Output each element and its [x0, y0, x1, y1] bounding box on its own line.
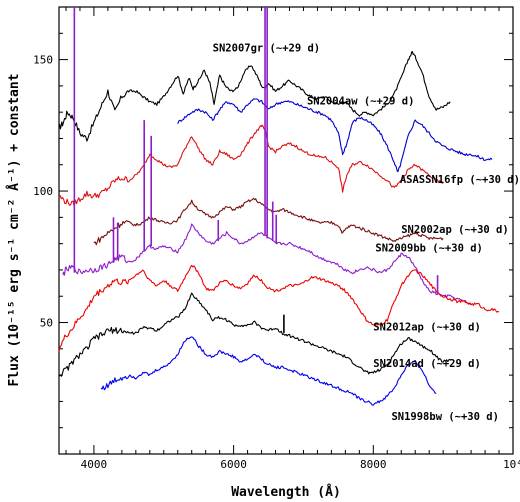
series-curve	[58, 264, 500, 352]
x-axis-title: Wavelength (Å)	[231, 484, 341, 500]
plot-frame	[58, 6, 514, 455]
y-axis-title: Flux (10⁻¹⁵ erg s⁻¹ cm⁻² Å⁻¹) + constant	[6, 73, 22, 386]
axis-tick-labels: 4000 6000 8000 10⁴ 50 100 150	[33, 54, 520, 471]
series-curve	[58, 292, 451, 377]
x-tick-label: 8000	[360, 458, 387, 471]
x-tick-label: 6000	[220, 458, 247, 471]
series-curve	[58, 51, 451, 142]
series-curve	[58, 124, 444, 207]
x-tick-label: 10⁴	[503, 458, 520, 471]
series-label: ASASSN16fp (~+30 d)	[400, 174, 520, 186]
series-label: SN2012ap (~+30 d)	[373, 321, 480, 333]
y-tick-label: 50	[40, 317, 53, 330]
x-tick-label: 4000	[81, 458, 108, 471]
series-labels: SN2007gr (~+29 d) SN2004aw (~+29 d) ASASSN…	[213, 43, 520, 423]
emission-spikes	[73, 7, 439, 334]
series-label: SN2014ad (~+29 d)	[373, 358, 480, 370]
series-label: SN2002ap (~+30 d)	[401, 224, 508, 236]
series-label: SN2009bb (~+30 d)	[375, 243, 482, 255]
y-tick-label: 150	[33, 54, 53, 67]
series-label: SN1998bw (~+30 d)	[391, 411, 498, 423]
series-label: SN2004aw (~+29 d)	[307, 95, 414, 107]
axis-ticks	[59, 7, 514, 454]
series-curve	[177, 98, 493, 173]
series-label: SN2007gr (~+29 d)	[213, 43, 320, 55]
y-tick-label: 100	[33, 185, 53, 198]
series-curve	[100, 336, 437, 406]
